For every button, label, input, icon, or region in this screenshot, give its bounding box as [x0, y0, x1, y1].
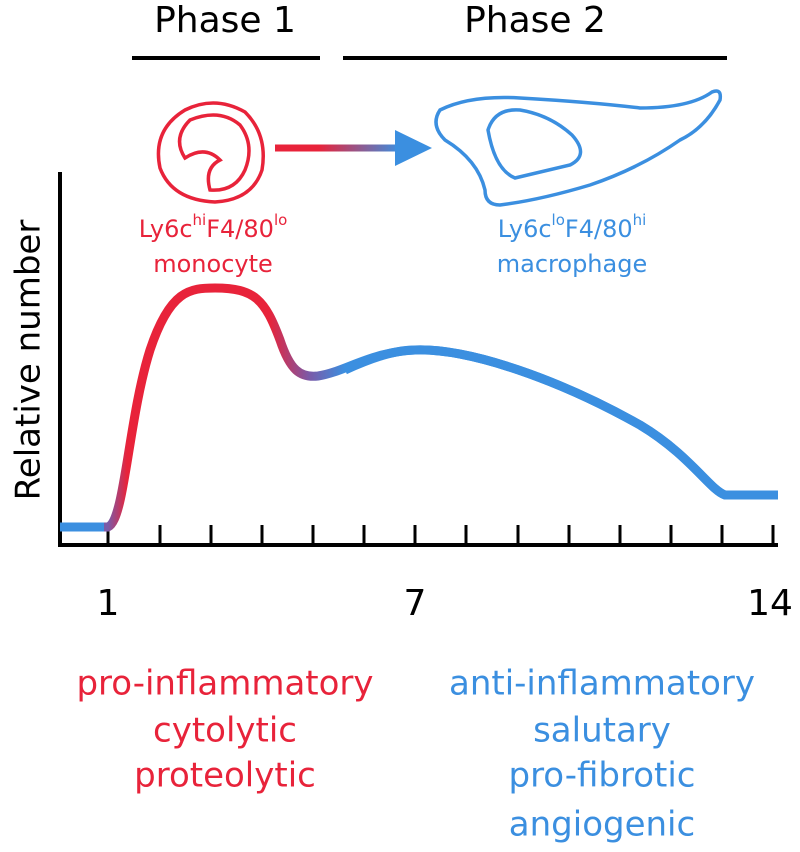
marker-sup: hi: [633, 211, 647, 229]
marker: Ly6c: [498, 215, 552, 243]
marker-sup: lo: [552, 211, 565, 229]
x-tick-label: 7: [404, 583, 427, 624]
phase-label: Phase 1: [154, 0, 296, 41]
x-tick-label: 1: [97, 583, 120, 624]
property: anti-inflammatory: [449, 664, 755, 704]
cell-name: monocyte: [153, 250, 273, 278]
marker: Ly6c: [139, 215, 193, 243]
marker-sup: hi: [193, 211, 207, 229]
property: salutary: [533, 711, 671, 751]
macrophage-icon: [434, 89, 723, 207]
property: angiogenic: [509, 805, 695, 845]
phase-label: Phase 2: [464, 0, 606, 41]
cell-marker: Ly6chiF4/80lo: [139, 211, 288, 244]
x-tick-label: 14: [747, 583, 793, 624]
property: proteolytic: [134, 756, 316, 796]
property: pro-inflammatory: [76, 664, 373, 704]
cell-marker: Ly6cloF4/80hi: [498, 211, 647, 244]
population-curve: [60, 283, 778, 532]
property: pro-fibrotic: [508, 756, 695, 796]
arrow-head: [395, 130, 432, 166]
marker: F4/80: [206, 215, 274, 243]
property: cytolytic: [153, 711, 297, 751]
marker-sup: lo: [274, 211, 287, 229]
tick-marks: [106, 525, 775, 545]
monocyte-icon: [156, 101, 265, 204]
cell-name: macrophage: [497, 250, 647, 278]
curve-blue: [343, 345, 778, 500]
marker: F4/80: [565, 215, 633, 243]
y-axis-label: Relative number: [9, 220, 49, 501]
